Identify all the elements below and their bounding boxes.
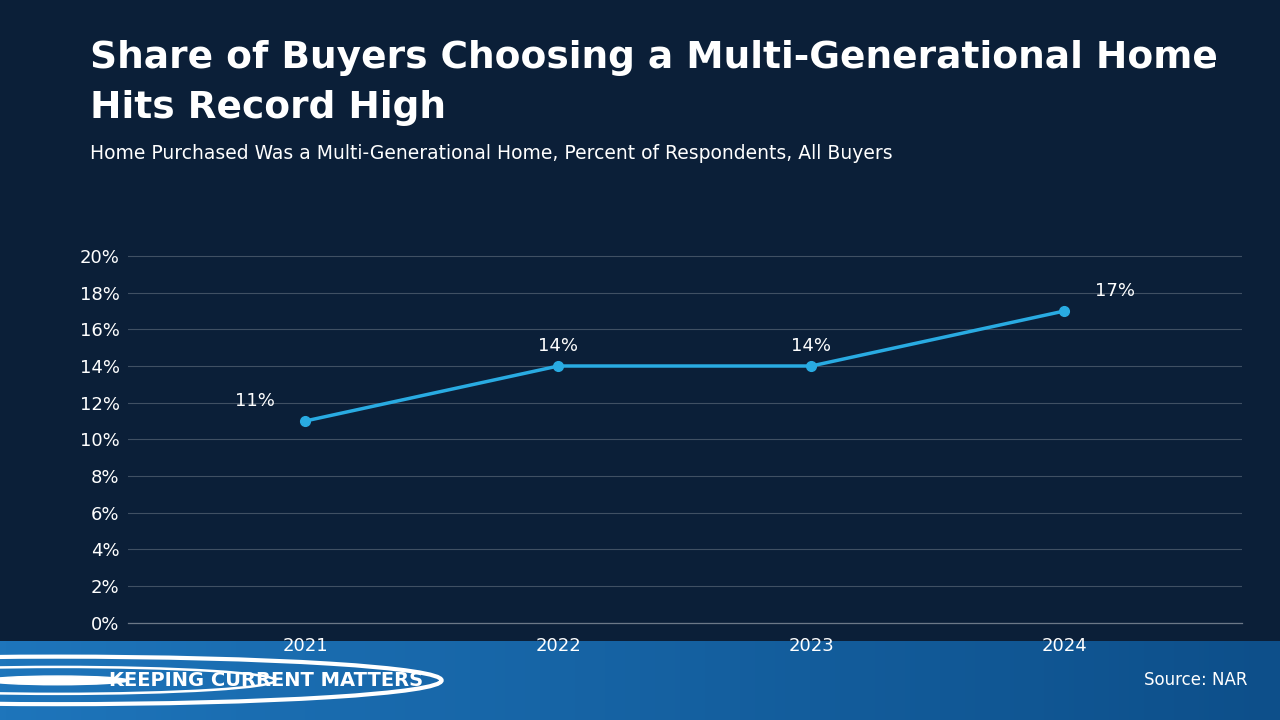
- Text: Source: NAR: Source: NAR: [1144, 671, 1248, 690]
- Text: 11%: 11%: [236, 392, 275, 410]
- Text: 14%: 14%: [539, 337, 579, 355]
- Text: 14%: 14%: [791, 337, 831, 355]
- Text: 17%: 17%: [1094, 282, 1135, 300]
- Text: Hits Record High: Hits Record High: [90, 90, 445, 126]
- Text: Home Purchased Was a Multi-Generational Home, Percent of Respondents, All Buyers: Home Purchased Was a Multi-Generational …: [90, 144, 892, 163]
- Text: KEEPING CURRENT MATTERS: KEEPING CURRENT MATTERS: [109, 671, 422, 690]
- Circle shape: [0, 676, 128, 685]
- Text: Share of Buyers Choosing a Multi-Generational Home: Share of Buyers Choosing a Multi-Generat…: [90, 40, 1217, 76]
